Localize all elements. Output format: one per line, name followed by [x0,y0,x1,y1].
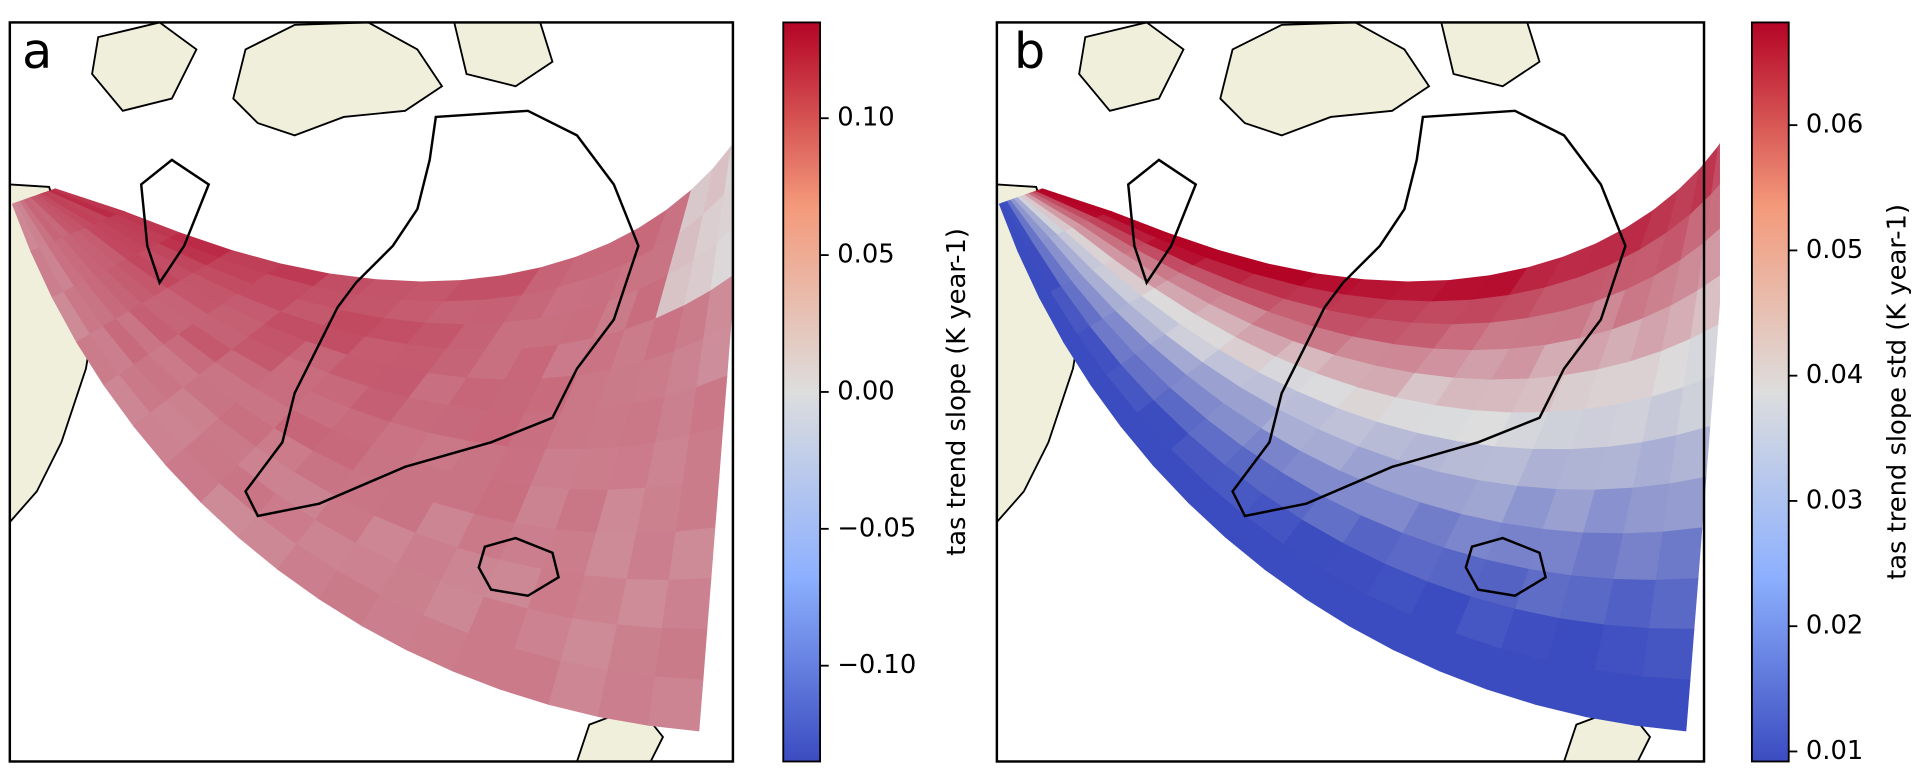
grid-cell [675,476,720,533]
panel-label: b [1014,22,1045,80]
tick-label: 0.06 [1806,110,1863,140]
colorbar-label: tas trend slope (K year-1) [942,228,972,556]
grid-cell [647,676,704,732]
grid-cell [1648,578,1699,630]
tick-label: 0.05 [837,240,894,270]
grid-cell [654,628,708,681]
grid-cell [607,624,663,678]
grid-cell [1603,579,1657,630]
grid-cell [710,228,733,292]
tick-label: 0.04 [1806,360,1863,390]
tick-label: 0.02 [1806,611,1863,641]
axes-frame [8,21,735,763]
tick-label: 0.00 [837,376,894,406]
grid-cell [723,142,733,197]
grid-cell [1594,624,1650,678]
grid-cell [1641,628,1695,681]
grid-cell [616,579,670,630]
grid-cells [998,142,1720,732]
tick-label: 0.03 [1806,485,1863,515]
colorbar: tas trend slope std (K year-1) 0.06 0.05 0… [1750,21,1912,766]
map-panel [996,22,1720,762]
colorbar-ramp [782,21,822,763]
tick-label: −0.10 [837,650,916,680]
grid-cell [668,527,716,581]
colorbar: tas trend slope (K year-1) 0.10 0.05 0.00 −… [782,21,972,763]
grid-cell [1710,142,1720,197]
grid-cell [1655,527,1703,581]
grid-cell [1584,670,1643,726]
grid-cell [1634,676,1691,732]
colorbar-ramp [1750,21,1790,763]
axes-frame [995,21,1706,763]
tick-label: 0.10 [837,103,894,133]
grid-cell [1703,183,1720,244]
tick-label: 0.05 [1806,235,1863,265]
grid-cell [1662,476,1707,533]
grid-cell [661,578,712,630]
colorbar-label: tas trend slope std (K year-1) [1882,204,1912,580]
map-panel [9,22,733,762]
grid-cell [716,183,733,244]
grid-cells [11,142,733,732]
panel-label: a [22,22,52,80]
tick-label: 0.01 [1806,736,1863,766]
grid-cell [597,670,656,726]
tick-label: −0.05 [837,513,916,543]
